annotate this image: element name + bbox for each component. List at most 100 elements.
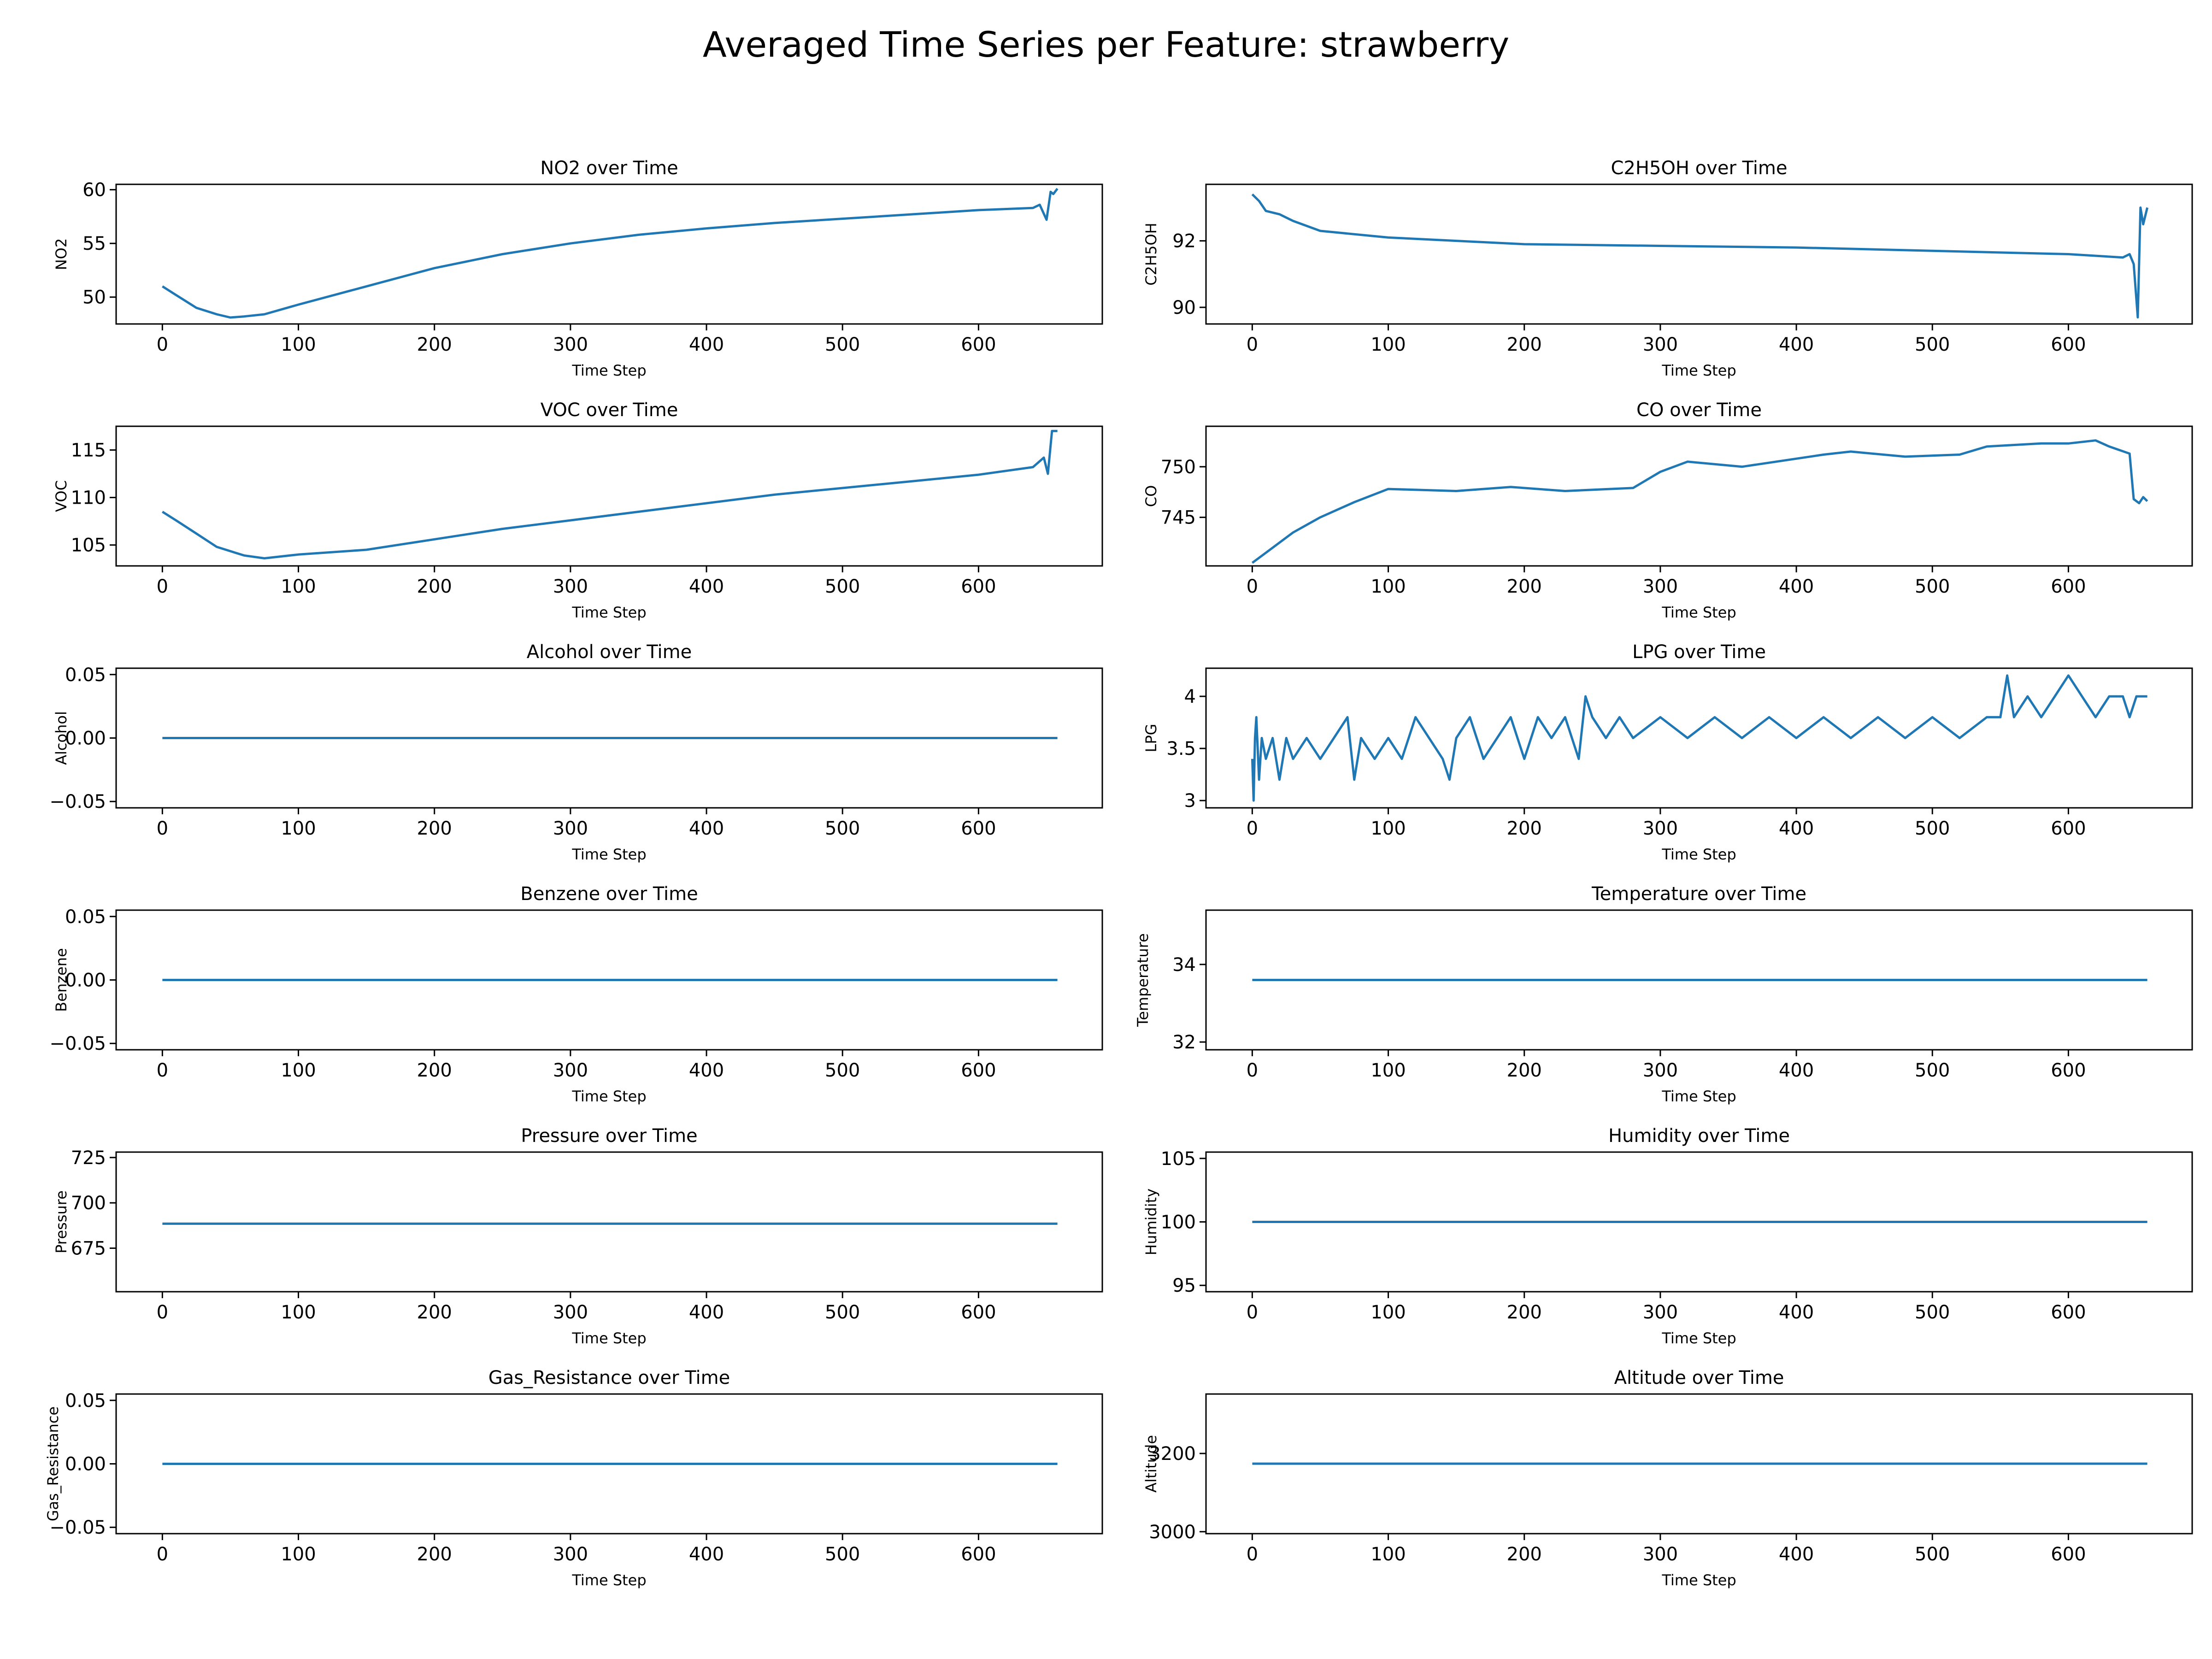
x-tick-label: 300 — [553, 334, 588, 355]
x-tick-label: 500 — [1915, 334, 1950, 355]
y-tick-label: 60 — [82, 180, 106, 201]
subplot-8: Temperature over Time 0 100 200 300 400 500 600… — [1134, 883, 2193, 1105]
x-tick-label: 200 — [417, 1302, 452, 1323]
y-tick-label: −0.05 — [49, 1033, 106, 1054]
x-tick-label: 100 — [1371, 334, 1406, 355]
subplot-title: Temperature over Time — [1591, 883, 1806, 905]
axes-frame — [1205, 1393, 2193, 1535]
x-tick-label: 400 — [689, 1544, 724, 1565]
y-tick-label: 700 — [71, 1193, 106, 1214]
subplot-title: C2H5OH over Time — [1611, 158, 1788, 179]
x-tick-label: 600 — [2051, 1060, 2086, 1081]
x-tick-label: 600 — [2051, 334, 2086, 355]
subplot-1: NO2 over Time 0 100 200 300 400 500 600 50 55 60 Ti… — [53, 158, 1103, 379]
y-tick-label: 50 — [82, 287, 106, 308]
y-axis-label: VOC — [53, 480, 70, 512]
x-tick-label: 400 — [1779, 576, 1814, 597]
x-tick-label: 400 — [689, 576, 724, 597]
x-tick-label: 300 — [1643, 1060, 1678, 1081]
x-tick-label: 300 — [1643, 818, 1678, 839]
x-tick-label: 200 — [417, 818, 452, 839]
y-tick-label: 32 — [1172, 1032, 1196, 1053]
x-axis-label: Time Step — [1661, 1571, 1736, 1589]
y-tick-label: 750 — [1161, 457, 1196, 478]
y-tick-label: 0.00 — [65, 970, 106, 991]
x-tick-label: 0 — [157, 576, 168, 597]
x-tick-label: 100 — [281, 334, 316, 355]
y-tick-label: 92 — [1172, 231, 1196, 252]
x-tick-label: 400 — [1779, 334, 1814, 355]
subplot-7: Benzene over Time 0 100 200 300 400 500 600 −0.0… — [49, 883, 1103, 1105]
x-tick-label: 200 — [417, 1060, 452, 1081]
figure-title: Averaged Time Series per Feature: strawb… — [702, 24, 1510, 65]
axes-frame — [115, 425, 1103, 567]
x-tick-label: 0 — [1247, 1302, 1258, 1323]
x-axis-label: Time Step — [1661, 362, 1736, 379]
x-axis-label: Time Step — [571, 1088, 646, 1105]
y-tick-label: 3000 — [1149, 1522, 1196, 1543]
x-tick-label: 300 — [1643, 334, 1678, 355]
x-tick-label: 100 — [281, 1060, 316, 1081]
y-tick-label: 110 — [71, 488, 106, 509]
series-line — [1251, 674, 2147, 802]
axes-frame — [115, 1151, 1103, 1293]
y-axis-label: CO — [1142, 485, 1160, 507]
subplot-2: C2H5OH over Time 0 100 200 300 400 500 600 90 92 T… — [1142, 158, 2193, 379]
x-axis-label: Time Step — [1661, 1330, 1736, 1347]
x-tick-label: 500 — [1915, 1544, 1950, 1565]
y-tick-label: 115 — [71, 440, 106, 461]
x-tick-label: 0 — [157, 1060, 168, 1081]
x-tick-label: 0 — [1247, 576, 1258, 597]
y-tick-label: 0.05 — [65, 906, 106, 928]
subplot-title: Alcohol over Time — [527, 641, 692, 663]
y-axis-label: Temperature — [1134, 933, 1152, 1027]
x-axis-label: Time Step — [1661, 1088, 1736, 1105]
x-tick-label: 500 — [1915, 1302, 1950, 1323]
x-tick-label: 0 — [1247, 1060, 1258, 1081]
y-axis-label: LPG — [1142, 724, 1160, 753]
x-tick-label: 300 — [1643, 1302, 1678, 1323]
x-tick-label: 400 — [689, 1060, 724, 1081]
y-tick-label: 0.05 — [65, 665, 106, 686]
x-tick-label: 400 — [1779, 818, 1814, 839]
x-tick-label: 300 — [1643, 576, 1678, 597]
axes-frame — [1205, 667, 2193, 809]
y-axis-label: Pressure — [53, 1190, 70, 1253]
subplot-title: Gas_Resistance over Time — [488, 1367, 730, 1388]
x-tick-label: 0 — [157, 818, 168, 839]
y-tick-label: 0.00 — [65, 728, 106, 749]
x-tick-label: 200 — [417, 334, 452, 355]
x-tick-label: 600 — [961, 1302, 996, 1323]
x-tick-label: 500 — [825, 818, 860, 839]
x-tick-label: 200 — [1507, 1302, 1542, 1323]
subplot-title: Altitude over Time — [1614, 1367, 1784, 1388]
x-tick-label: 600 — [961, 576, 996, 597]
x-tick-label: 100 — [1371, 1302, 1406, 1323]
x-tick-label: 200 — [417, 576, 452, 597]
series-line — [1251, 193, 2149, 319]
y-tick-label: 55 — [82, 233, 106, 254]
x-axis-label: Time Step — [571, 846, 646, 863]
y-axis-label: NO2 — [53, 238, 70, 270]
series-line — [162, 429, 1058, 559]
x-tick-label: 300 — [553, 1060, 588, 1081]
x-axis-label: Time Step — [571, 1330, 646, 1347]
subplot-9: Pressure over Time 0 100 200 300 400 500 600 675… — [53, 1125, 1103, 1347]
axes-frame — [115, 183, 1103, 325]
x-tick-label: 400 — [689, 1302, 724, 1323]
y-axis-label: Altitude — [1142, 1435, 1160, 1493]
y-tick-label: 105 — [1161, 1148, 1196, 1170]
x-tick-label: 500 — [825, 334, 860, 355]
subplot-title: VOC over Time — [541, 400, 678, 421]
x-tick-label: 0 — [1247, 818, 1258, 839]
subplot-10: Humidity over Time 0 100 200 300 400 500 600 95 1… — [1142, 1125, 2193, 1347]
x-tick-label: 100 — [281, 1302, 316, 1323]
y-tick-label: 745 — [1161, 507, 1196, 529]
y-axis-label: Benzene — [53, 948, 70, 1012]
x-tick-label: 500 — [1915, 818, 1950, 839]
y-tick-label: −0.05 — [49, 791, 106, 812]
axes-frame — [1205, 425, 2193, 567]
subplot-12: Altitude over Time 0 100 200 300 400 500 600 300… — [1142, 1367, 2193, 1589]
